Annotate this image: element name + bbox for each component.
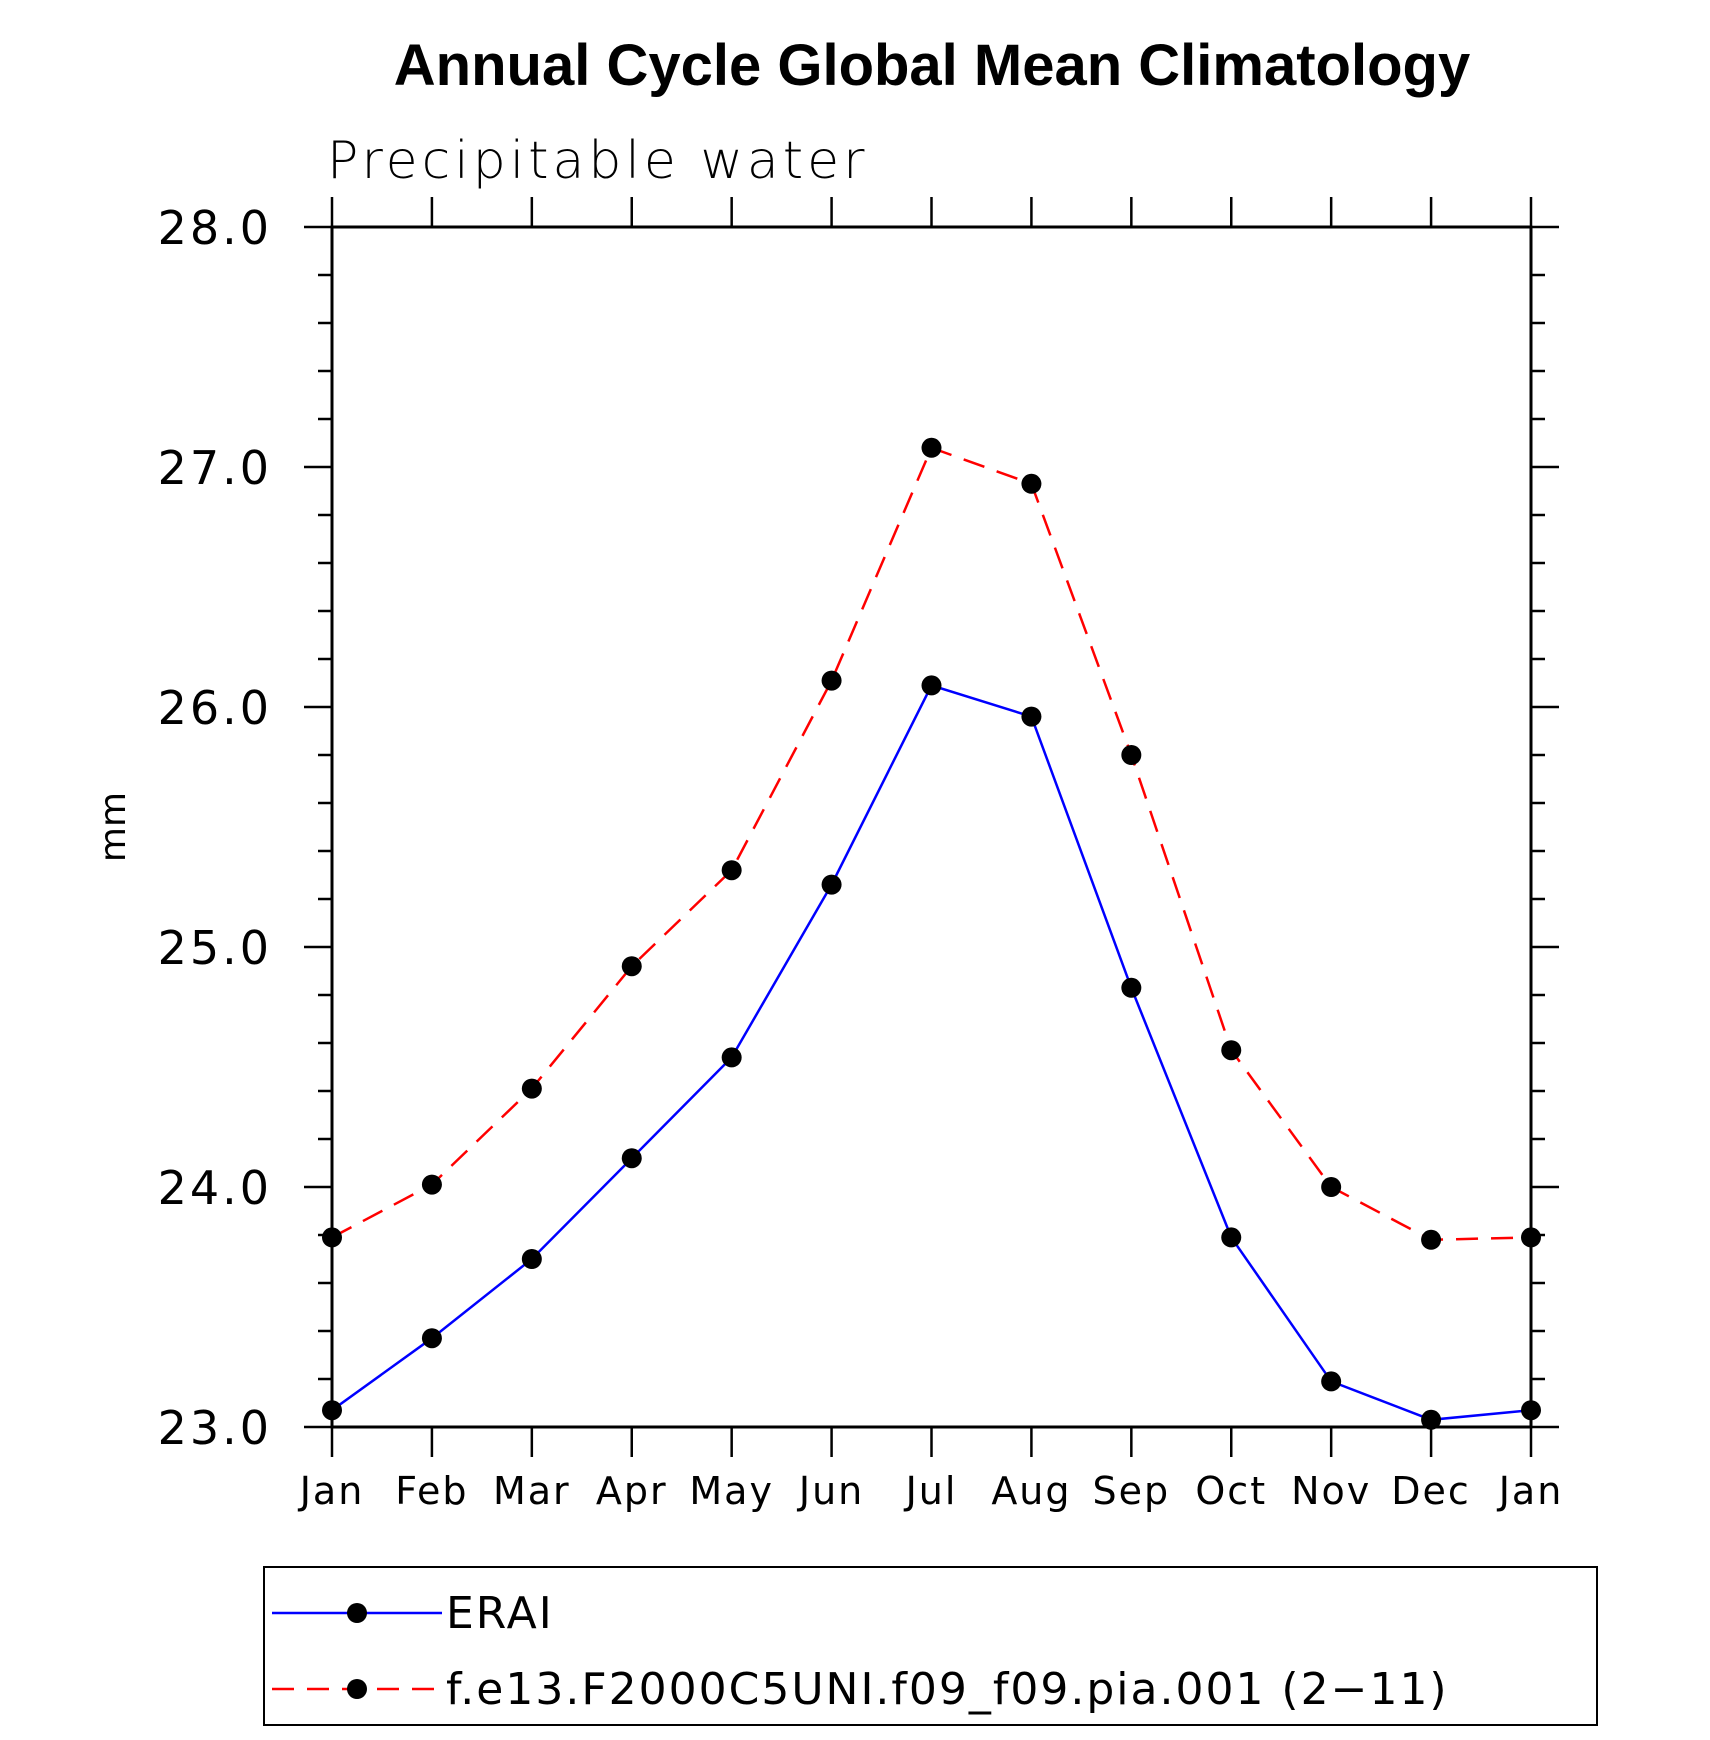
data-point <box>1421 1229 1442 1250</box>
data-point <box>1421 1409 1442 1430</box>
series-lines <box>331 446 1532 1422</box>
legend-marker <box>347 1679 367 1699</box>
legend-label: ERAI <box>446 1588 554 1639</box>
x-tick-label: Apr <box>596 1469 668 1513</box>
data-point <box>721 860 742 881</box>
x-tick-label: Aug <box>991 1469 1071 1513</box>
plot-frame <box>330 225 1533 1429</box>
axes <box>330 225 1533 1429</box>
series-markers <box>322 437 1541 1430</box>
x-tick-label: Jul <box>904 1469 958 1513</box>
x-tick-label: Mar <box>493 1469 571 1513</box>
legend-box <box>263 1566 1598 1726</box>
x-tick-label: Jan <box>298 1469 365 1513</box>
series-line-0 <box>331 683 1532 1422</box>
data-point <box>1021 473 1042 494</box>
data-point <box>322 1227 342 1248</box>
chart-title: Annual Cycle Global Mean Climatology <box>394 33 1470 98</box>
data-point <box>521 1078 542 1099</box>
x-tick-label: May <box>689 1469 774 1513</box>
x-tick-label: Dec <box>1391 1469 1471 1513</box>
y-axis-label: mm <box>93 792 134 862</box>
y-tick-label: 23.0 <box>158 1401 272 1455</box>
data-point <box>921 675 942 696</box>
data-point <box>621 956 642 977</box>
data-point <box>1221 1040 1242 1061</box>
data-point <box>1521 1400 1541 1421</box>
data-point <box>1121 977 1142 998</box>
x-tick-label: Nov <box>1291 1469 1371 1513</box>
data-point <box>521 1249 542 1269</box>
y-tick-label: 24.0 <box>158 1161 272 1215</box>
legend-marker <box>347 1603 367 1623</box>
legend-label: f.e13.F2000C5UNI.f09_f09.pia.001 (2−11) <box>446 1664 1449 1715</box>
data-point <box>322 1400 342 1421</box>
x-tick-label: Sep <box>1093 1469 1171 1513</box>
data-point <box>721 1047 742 1068</box>
x-tick-label: Oct <box>1195 1469 1267 1513</box>
y-tick-label: 28.0 <box>158 201 272 255</box>
data-point <box>1521 1227 1541 1248</box>
y-tick-label: 27.0 <box>158 441 272 495</box>
chart-subtitle: Precipitable water <box>327 131 869 191</box>
data-point <box>1321 1371 1342 1392</box>
x-tick-label: Jan <box>1497 1469 1564 1513</box>
y-tick-label: 25.0 <box>158 921 272 975</box>
data-point <box>421 1328 442 1349</box>
data-point <box>1021 706 1042 727</box>
data-point <box>1221 1227 1242 1248</box>
ticks: 23.0 24.0 25.0 26.0 27.0 28.0 Jan Feb Mar Apr May J… <box>158 197 1564 1513</box>
x-tick-label: Jun <box>797 1469 864 1513</box>
data-point <box>1321 1177 1342 1197</box>
data-point <box>821 874 842 895</box>
data-point <box>1121 745 1142 765</box>
data-point <box>821 670 842 691</box>
data-point <box>921 437 942 458</box>
x-tick-label: Feb <box>395 1469 468 1513</box>
data-point <box>421 1174 442 1195</box>
y-tick-label: 26.0 <box>158 681 272 735</box>
series-line-1 <box>331 446 1532 1242</box>
data-point <box>621 1148 642 1169</box>
legend: ERAI f.e13.F2000C5UNI.f09_f09.pia.001 (2−… <box>263 1566 1598 1726</box>
